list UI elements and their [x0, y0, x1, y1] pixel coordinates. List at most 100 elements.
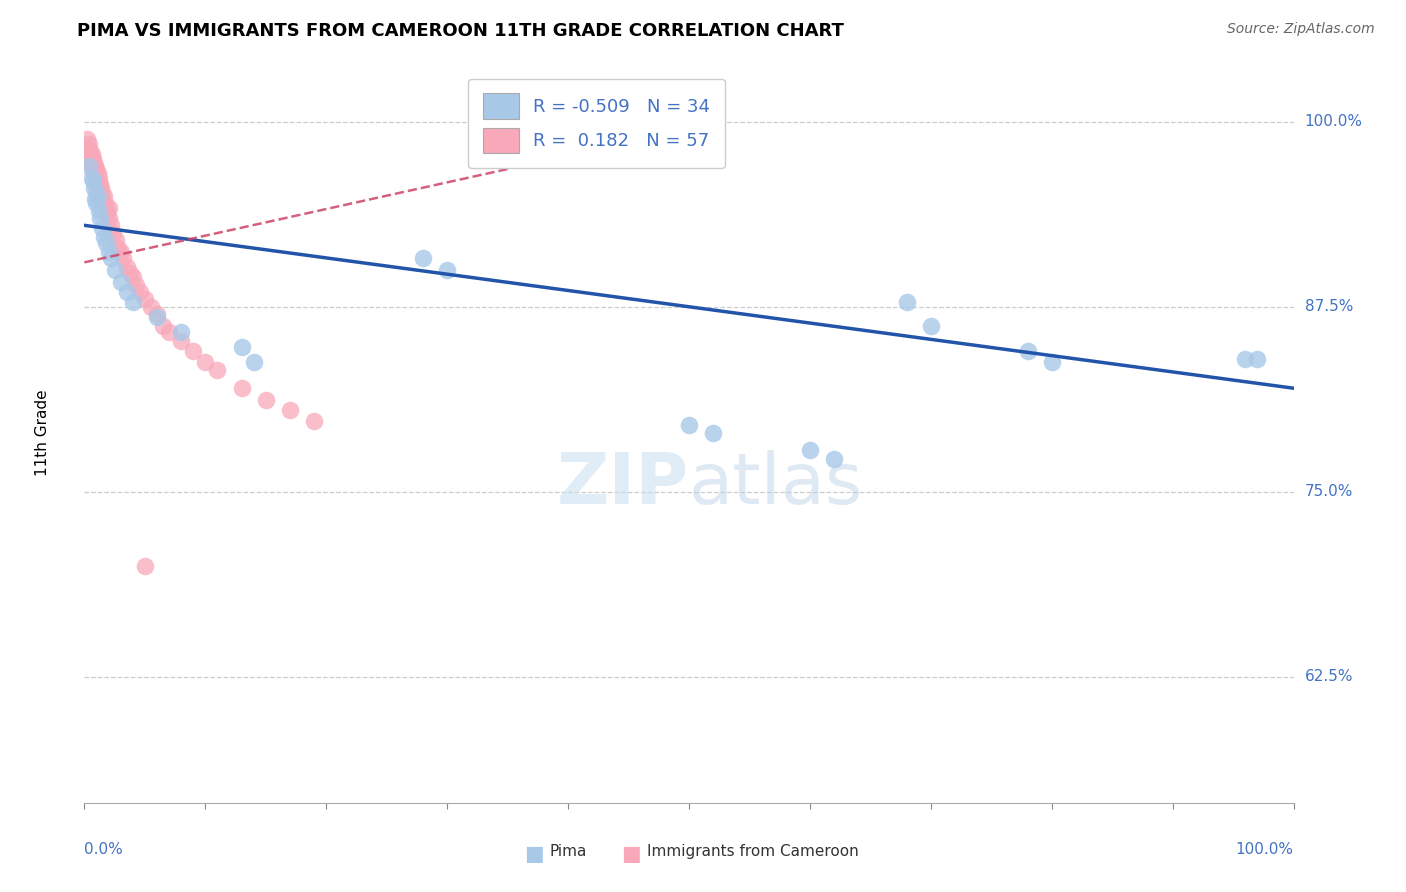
Point — [412, 251, 434, 265]
Text: 75.0%: 75.0% — [1305, 484, 1353, 500]
Point — [86, 177, 108, 191]
Point — [302, 414, 325, 428]
Point — [181, 344, 204, 359]
Point — [97, 211, 120, 225]
Point — [207, 363, 229, 377]
Text: 100.0%: 100.0% — [1305, 114, 1362, 129]
Point — [231, 340, 253, 354]
Point — [87, 203, 110, 218]
Point — [86, 196, 108, 211]
Text: atlas: atlas — [689, 450, 863, 519]
Point — [89, 211, 111, 225]
Point — [115, 260, 138, 274]
Text: Source: ZipAtlas.com: Source: ZipAtlas.com — [1227, 22, 1375, 37]
Point — [121, 270, 143, 285]
Point — [82, 152, 104, 166]
Point — [112, 251, 135, 265]
Point — [84, 159, 107, 173]
Point — [1040, 354, 1063, 368]
Point — [94, 236, 117, 251]
Point — [242, 354, 264, 368]
Point — [83, 166, 105, 180]
Point — [89, 188, 111, 202]
Text: ZIP: ZIP — [557, 450, 689, 519]
Point — [152, 318, 174, 333]
Point — [278, 403, 301, 417]
Point — [94, 196, 117, 211]
Point — [129, 285, 152, 299]
Point — [83, 181, 105, 195]
Point — [96, 206, 118, 220]
Point — [77, 136, 100, 151]
Text: 0.0%: 0.0% — [84, 842, 124, 856]
Point — [1234, 351, 1257, 366]
Point — [91, 186, 114, 200]
Point — [84, 192, 107, 206]
Point — [125, 277, 148, 292]
Point — [134, 293, 156, 307]
Point — [90, 181, 112, 195]
Text: Immigrants from Cameroon: Immigrants from Cameroon — [647, 844, 859, 858]
Point — [146, 310, 169, 325]
Point — [120, 266, 142, 280]
Point — [104, 262, 127, 277]
Text: 100.0%: 100.0% — [1236, 842, 1294, 856]
Point — [82, 174, 104, 188]
Text: Pima: Pima — [550, 844, 588, 858]
Point — [82, 162, 104, 177]
Point — [104, 233, 127, 247]
Text: 11th Grade: 11th Grade — [35, 389, 49, 476]
Point — [83, 156, 105, 170]
Legend: R = -0.509   N = 34, R =  0.182   N = 57: R = -0.509 N = 34, R = 0.182 N = 57 — [468, 78, 724, 168]
Point — [80, 159, 103, 173]
Point — [115, 285, 138, 299]
Point — [678, 418, 700, 433]
Point — [77, 159, 100, 173]
Point — [920, 318, 942, 333]
Point — [254, 392, 277, 407]
Point — [1246, 351, 1268, 366]
Point — [87, 181, 110, 195]
Text: 87.5%: 87.5% — [1305, 299, 1353, 314]
Point — [77, 141, 100, 155]
Point — [84, 169, 107, 184]
Point — [110, 244, 132, 259]
Point — [194, 354, 217, 368]
Point — [436, 262, 458, 277]
Text: ■: ■ — [524, 844, 544, 863]
Point — [139, 300, 162, 314]
Point — [110, 275, 132, 289]
Point — [823, 452, 845, 467]
Point — [91, 221, 114, 235]
Point — [896, 295, 918, 310]
Point — [80, 170, 103, 185]
Point — [799, 443, 821, 458]
Point — [91, 196, 114, 211]
Point — [100, 219, 122, 233]
Point — [134, 558, 156, 573]
Point — [100, 251, 122, 265]
Point — [94, 201, 117, 215]
Point — [86, 162, 108, 177]
Point — [86, 188, 108, 202]
Point — [231, 381, 253, 395]
Point — [87, 170, 110, 185]
Point — [1017, 344, 1039, 359]
Point — [86, 166, 108, 180]
Point — [79, 156, 101, 170]
Point — [157, 325, 180, 339]
Point — [93, 188, 115, 202]
Point — [93, 230, 115, 244]
Point — [80, 147, 103, 161]
Point — [103, 226, 125, 240]
Point — [86, 174, 108, 188]
Text: PIMA VS IMMIGRANTS FROM CAMEROON 11TH GRADE CORRELATION CHART: PIMA VS IMMIGRANTS FROM CAMEROON 11TH GR… — [77, 22, 844, 40]
Point — [89, 177, 111, 191]
Point — [79, 145, 101, 159]
Point — [97, 244, 120, 259]
Point — [86, 186, 108, 200]
Point — [97, 201, 120, 215]
Point — [76, 132, 98, 146]
Text: 62.5%: 62.5% — [1305, 669, 1353, 684]
Point — [702, 425, 724, 440]
